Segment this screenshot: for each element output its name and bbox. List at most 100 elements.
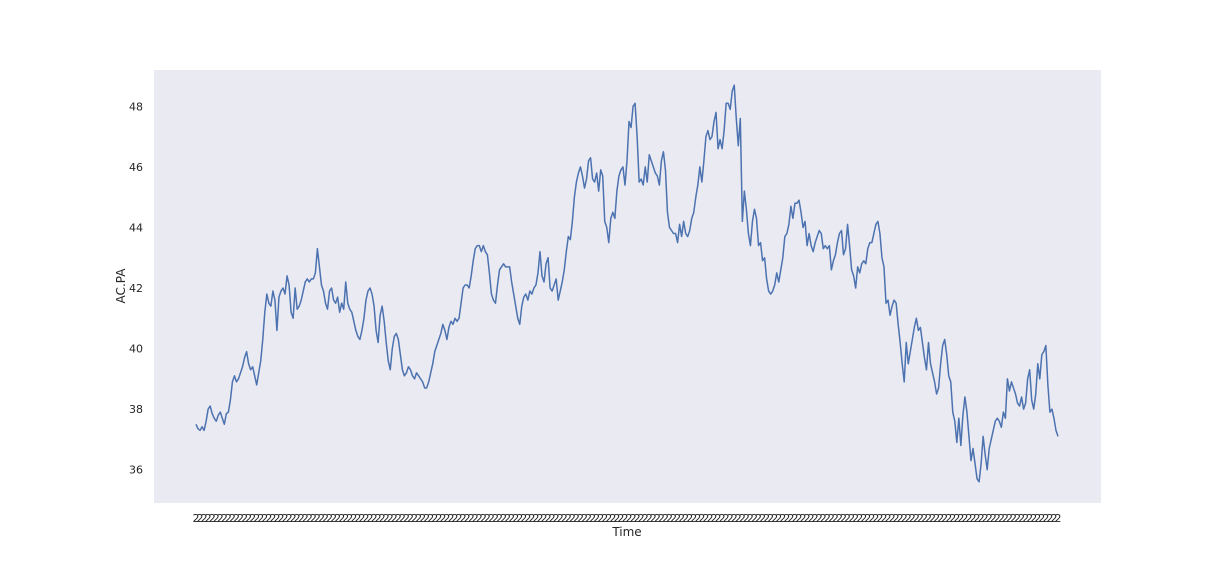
x-tick-label: 2 <box>310 512 317 525</box>
x-tick-label: 2 <box>516 512 523 525</box>
x-tick-label: 2 <box>282 512 289 525</box>
x-tick-label: 2 <box>399 512 406 525</box>
x-tick-label: 2 <box>395 512 402 525</box>
x-tick-label: 2 <box>779 512 786 525</box>
x-tick-label: 2 <box>909 512 916 525</box>
x-tick-label: 2 <box>1014 512 1021 525</box>
x-tick-label: 2 <box>427 512 434 525</box>
x-tick-label: 2 <box>872 512 879 525</box>
x-tick-label: 2 <box>460 512 467 525</box>
x-axis-tick-labels: 2222222222222222222222222222222222222222… <box>193 512 1062 525</box>
x-tick-label: 2 <box>541 512 548 525</box>
x-tick-label: 2 <box>961 512 968 525</box>
x-tick-label: 2 <box>921 512 928 525</box>
x-tick-label: 2 <box>974 512 981 525</box>
x-tick-label: 2 <box>856 512 863 525</box>
x-tick-label: 2 <box>245 512 252 525</box>
x-tick-label: 2 <box>261 512 268 525</box>
x-tick-label: 2 <box>711 512 718 525</box>
x-tick-label: 2 <box>949 512 956 525</box>
x-tick-label: 2 <box>897 512 904 525</box>
x-tick-label: 2 <box>727 512 734 525</box>
x-tick-label: 2 <box>354 512 361 525</box>
x-tick-label: 2 <box>994 512 1001 525</box>
x-tick-label: 2 <box>536 512 543 525</box>
x-tick-label: 2 <box>642 512 649 525</box>
x-tick-label: 2 <box>982 512 989 525</box>
x-tick-label: 2 <box>917 512 924 525</box>
x-tick-label: 2 <box>860 512 867 525</box>
x-tick-label: 2 <box>573 512 580 525</box>
x-tick-label: 2 <box>269 512 276 525</box>
x-tick-label: 2 <box>213 512 220 525</box>
x-tick-label: 2 <box>613 512 620 525</box>
x-tick-label: 2 <box>383 512 390 525</box>
x-tick-label: 2 <box>804 512 811 525</box>
x-tick-label: 2 <box>1042 512 1049 525</box>
x-tick-label: 2 <box>816 512 823 525</box>
x-tick-label: 2 <box>472 512 479 525</box>
x-tick-label: 2 <box>597 512 604 525</box>
x-tick-label: 2 <box>375 512 382 525</box>
x-tick-label: 2 <box>743 512 750 525</box>
x-tick-label: 2 <box>342 512 349 525</box>
x-tick-label: 2 <box>621 512 628 525</box>
x-tick-label: 2 <box>249 512 256 525</box>
x-tick-label: 2 <box>371 512 378 525</box>
x-tick-label: 2 <box>1022 512 1029 525</box>
x-tick-label: 2 <box>452 512 459 525</box>
y-axis-label: AC.PA <box>114 268 128 304</box>
x-tick-label: 2 <box>435 512 442 525</box>
x-tick-label: 2 <box>634 512 641 525</box>
x-tick-label: 2 <box>326 512 333 525</box>
x-tick-label: 2 <box>885 512 892 525</box>
x-tick-label: 2 <box>322 512 329 525</box>
x-tick-label: 2 <box>1030 512 1037 525</box>
y-axis-ticks: 36 38 40 42 44 46 48 <box>129 100 143 476</box>
x-tick-label: 2 <box>387 512 394 525</box>
x-tick-label: 2 <box>391 512 398 525</box>
x-tick-label: 2 <box>702 512 709 525</box>
x-tick-label: 2 <box>1034 512 1041 525</box>
x-tick-label: 2 <box>431 512 438 525</box>
x-tick-label: 2 <box>290 512 297 525</box>
x-tick-label: 2 <box>893 512 900 525</box>
x-tick-label: 2 <box>277 512 284 525</box>
x-tick-label: 2 <box>820 512 827 525</box>
x-tick-label: 2 <box>201 512 208 525</box>
x-tick-label: 2 <box>358 512 365 525</box>
x-tick-label: 2 <box>771 512 778 525</box>
x-tick-label: 2 <box>504 512 511 525</box>
x-tick-label: 2 <box>889 512 896 525</box>
x-tick-label: 2 <box>589 512 596 525</box>
x-tick-label: 2 <box>379 512 386 525</box>
x-tick-label: 2 <box>561 512 568 525</box>
x-tick-label: 2 <box>334 512 341 525</box>
x-tick-label: 2 <box>925 512 932 525</box>
x-tick-label: 2 <box>241 512 248 525</box>
x-tick-label: 2 <box>496 512 503 525</box>
x-tick-label: 2 <box>302 512 309 525</box>
x-tick-label: 2 <box>1026 512 1033 525</box>
y-tick-label: 48 <box>129 100 143 113</box>
x-tick-label: 2 <box>791 512 798 525</box>
x-tick-label: 2 <box>751 512 758 525</box>
x-tick-label: 2 <box>500 512 507 525</box>
x-tick-label: 2 <box>407 512 414 525</box>
x-tick-label: 2 <box>209 512 216 525</box>
x-tick-label: 2 <box>581 512 588 525</box>
x-tick-label: 2 <box>759 512 766 525</box>
x-tick-label: 2 <box>654 512 661 525</box>
x-tick-label: 2 <box>338 512 345 525</box>
x-tick-label: 2 <box>662 512 669 525</box>
x-tick-label: 2 <box>698 512 705 525</box>
y-tick-label: 40 <box>129 343 143 356</box>
x-tick-label: 2 <box>577 512 584 525</box>
x-tick-label: 2 <box>318 512 325 525</box>
x-tick-label: 2 <box>480 512 487 525</box>
x-tick-label: 2 <box>832 512 839 525</box>
x-tick-label: 2 <box>1055 512 1062 525</box>
x-tick-label: 2 <box>808 512 815 525</box>
x-tick-label: 2 <box>306 512 313 525</box>
